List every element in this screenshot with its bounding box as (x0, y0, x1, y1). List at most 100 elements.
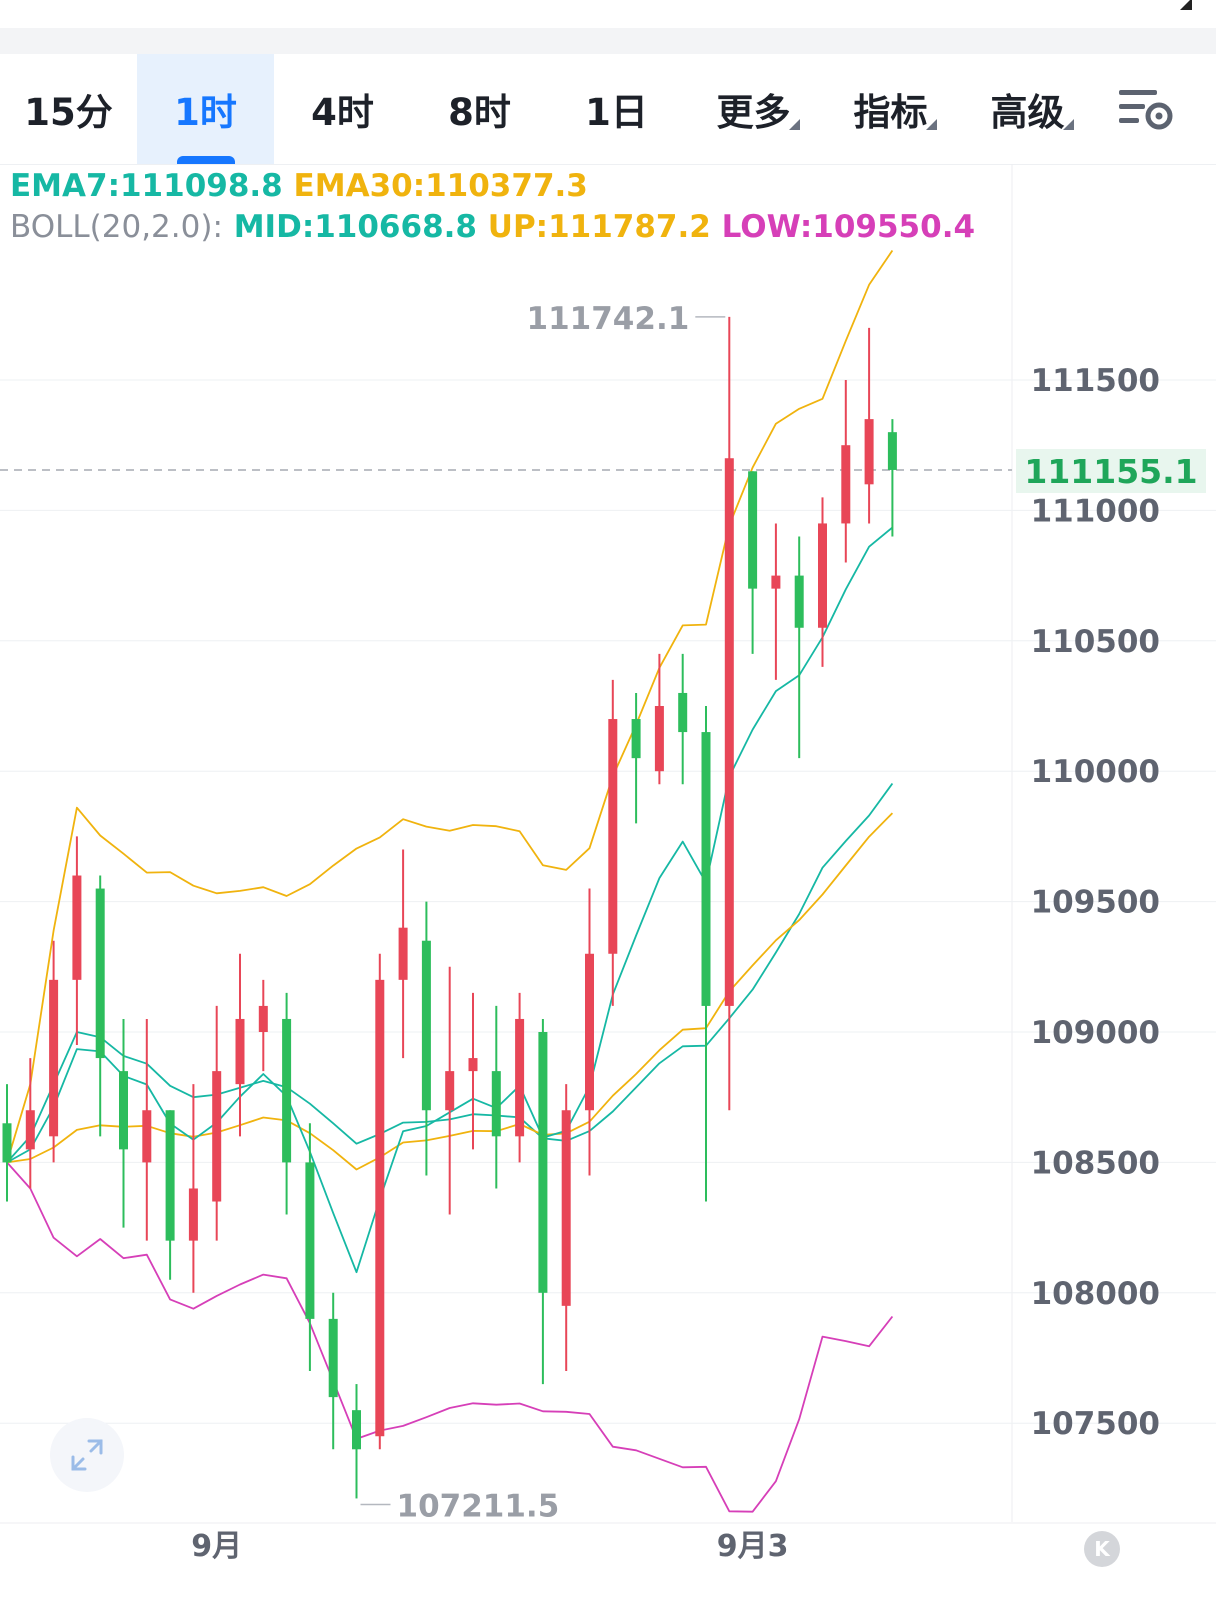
candle-body (538, 1032, 548, 1293)
candle-body (119, 1071, 128, 1150)
candle-up (72, 836, 82, 1046)
y-tick-label: 110000 (1031, 754, 1160, 790)
candle-down (328, 1292, 338, 1450)
candle-body (771, 575, 781, 589)
x-tick-label: 9月3 (717, 1529, 789, 1564)
candle-down (421, 901, 431, 1176)
top-band (0, 28, 1216, 54)
tab-more[interactable]: 更多 (685, 54, 822, 164)
candle-up (375, 953, 385, 1450)
candle-up (468, 992, 478, 1150)
candle-body (678, 692, 688, 733)
chart-settings-button[interactable] (1096, 54, 1196, 164)
boll-upper-line (6, 249, 894, 1163)
candle-body (258, 1005, 268, 1032)
candle-up (142, 1018, 152, 1241)
candle-up (585, 888, 594, 1176)
ema30-value: EMA30:110377.3 (293, 168, 588, 204)
tab-4h[interactable]: 4时 (274, 54, 411, 164)
candle-body (165, 1110, 175, 1241)
candle-body (375, 979, 385, 1437)
candle-body (515, 1018, 525, 1137)
candle-body (841, 445, 851, 524)
candle-down (538, 1018, 548, 1385)
boll-prefix: BOLL(20,2.0): (10, 209, 223, 245)
ema7-value: EMA7:111098.8 (10, 168, 283, 204)
candle-body (445, 1071, 455, 1111)
candle-down (305, 1123, 315, 1372)
y-tick-label: 111000 (1031, 493, 1160, 529)
candle-down (491, 1005, 501, 1189)
y-tick-label: 110500 (1031, 624, 1160, 660)
tab-label: 高级 (990, 91, 1065, 134)
candle-body (235, 1018, 245, 1085)
candle-body (282, 1018, 292, 1163)
candle-down (2, 1084, 12, 1202)
status-strip (0, 0, 1216, 28)
candle-body (701, 732, 711, 1006)
corner-triangle-icon (1180, 0, 1192, 10)
boll-low-value: LOW:109550.4 (721, 209, 976, 245)
tab-label: 4时 (311, 91, 374, 134)
candle-down (701, 706, 711, 1202)
candles (2, 316, 897, 1499)
tab-1h[interactable]: 1时 (137, 54, 274, 164)
tab-label: 8时 (448, 91, 511, 134)
tab-15m[interactable]: 15分 (0, 54, 137, 164)
tab-8h[interactable]: 8时 (411, 54, 548, 164)
candle-body (748, 471, 758, 589)
candle-down (352, 1384, 361, 1499)
active-tab-indicator (176, 156, 235, 164)
candle-body (631, 719, 641, 759)
candle-body (188, 1188, 198, 1241)
candle-body (887, 432, 897, 470)
tab-label: 15分 (24, 91, 113, 134)
expand-arrows-icon (71, 1439, 103, 1471)
candle-down (631, 692, 641, 824)
candle-body (352, 1410, 361, 1450)
candle-body (864, 419, 874, 485)
candle-down (794, 536, 804, 759)
candle-up (212, 1005, 222, 1241)
candle-body (561, 1110, 571, 1306)
candle-up (724, 316, 734, 1111)
tab-label: 1时 (174, 91, 237, 134)
dropdown-caret-icon (1063, 119, 1074, 130)
candle-body (468, 1058, 478, 1072)
tab-advanced[interactable]: 高级 (959, 54, 1096, 164)
candle-up (654, 653, 664, 785)
candle-body (305, 1162, 315, 1319)
candle-body (491, 1071, 501, 1137)
y-tick-label: 108000 (1031, 1276, 1160, 1312)
candle-up (841, 380, 851, 563)
candle-down (678, 653, 688, 785)
y-tick-label: 109500 (1031, 885, 1160, 921)
extreme-markers: 111742.1 107211.5 (360, 301, 726, 1524)
candle-body (818, 523, 827, 628)
candle-up (608, 679, 618, 1006)
candle-up (515, 992, 525, 1163)
tab-indicators[interactable]: 指标 (822, 54, 959, 164)
low-marker-label: 107211.5 (397, 1488, 560, 1524)
candle-up (561, 1084, 571, 1372)
dropdown-caret-icon (789, 119, 800, 130)
interval-tabbar: 15分 1时 4时 8时 1日 更多 指标 高级 (0, 54, 1216, 165)
tab-1d[interactable]: 1日 (548, 54, 685, 164)
candle-up (258, 979, 268, 1072)
expand-button[interactable] (50, 1418, 124, 1492)
kline-toggle-button[interactable]: K (1084, 1531, 1120, 1567)
candle-body (608, 719, 618, 954)
candle-body (724, 458, 734, 1006)
candle-body (794, 575, 804, 628)
candle-down (748, 471, 758, 654)
y-tick-label: 111500 (1031, 363, 1160, 399)
high-marker-label: 111742.1 (527, 301, 690, 337)
candle-body (421, 940, 431, 1111)
candle-body (49, 979, 59, 1137)
candle-down (95, 875, 105, 1137)
candle-up (49, 940, 59, 1163)
candle-up (818, 497, 827, 667)
candle-body (142, 1110, 152, 1163)
candle-up (188, 1084, 198, 1293)
